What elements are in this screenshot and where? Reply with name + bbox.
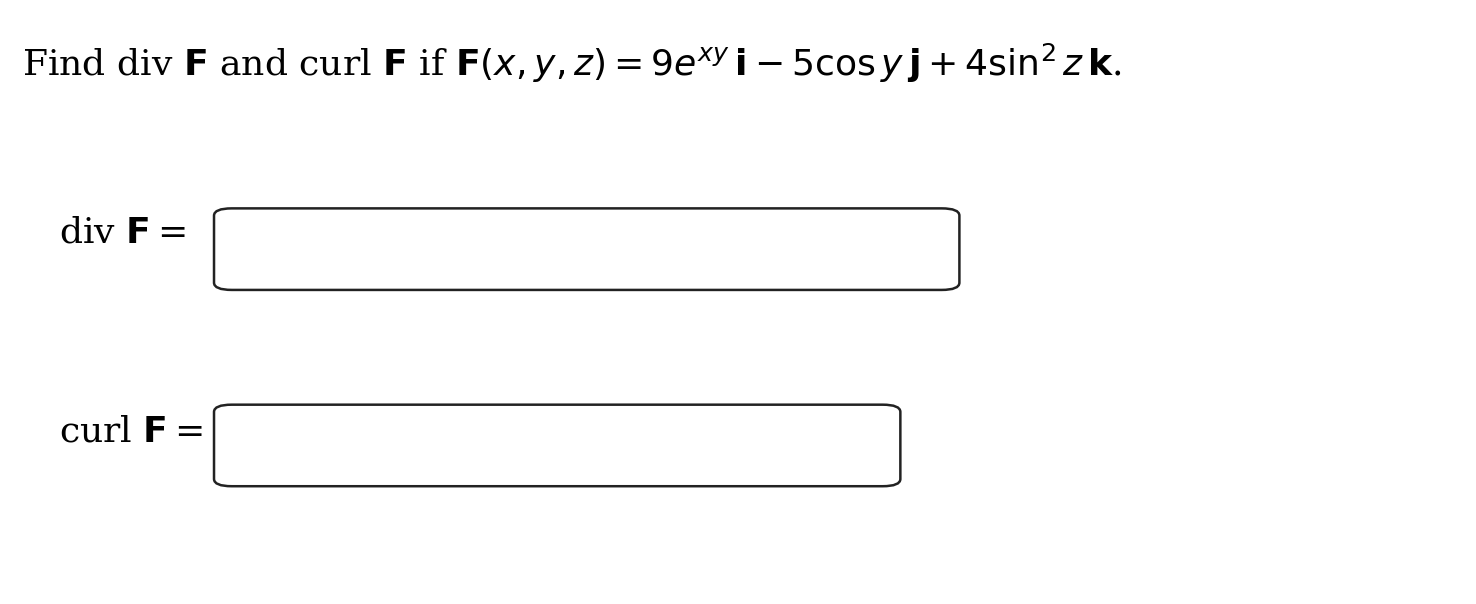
FancyBboxPatch shape — [214, 208, 959, 290]
Text: curl $\mathbf{F}{=}$: curl $\mathbf{F}{=}$ — [59, 415, 204, 449]
Text: div $\mathbf{F}{=}$: div $\mathbf{F}{=}$ — [59, 216, 186, 249]
Text: Find div $\mathbf{F}$ and curl $\mathbf{F}$ if $\mathbf{F}(x, y, z) = 9e^{xy}\,\: Find div $\mathbf{F}$ and curl $\mathbf{… — [22, 42, 1122, 86]
FancyBboxPatch shape — [214, 405, 900, 486]
